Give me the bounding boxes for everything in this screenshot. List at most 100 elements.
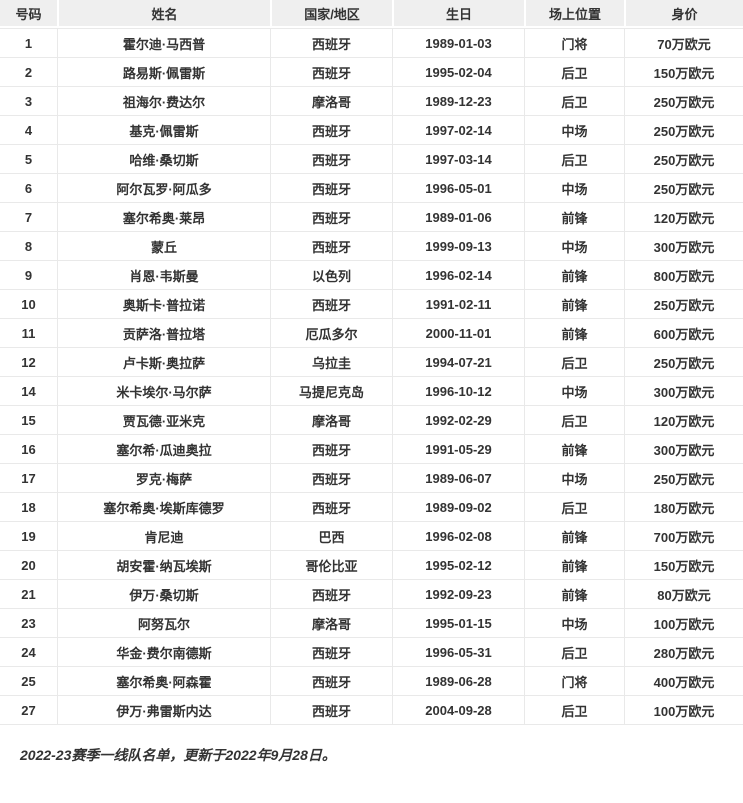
cell-value: 100万欧元 (624, 608, 743, 637)
cell-name: 基克·佩雷斯 (57, 115, 270, 144)
cell-name: 蒙丘 (57, 231, 270, 260)
cell-country: 摩洛哥 (270, 405, 392, 434)
table-row: 9 肖恩·韦斯曼 以色列 1996-02-14 前锋 800万欧元 (0, 260, 743, 289)
cell-position: 前锋 (524, 579, 624, 608)
cell-value: 600万欧元 (624, 318, 743, 347)
cell-birthday: 1999-09-13 (392, 231, 524, 260)
cell-number: 4 (0, 115, 57, 144)
cell-name: 贡萨洛·普拉塔 (57, 318, 270, 347)
cell-position: 后卫 (524, 637, 624, 666)
cell-birthday: 1995-02-12 (392, 550, 524, 579)
cell-position: 后卫 (524, 57, 624, 86)
cell-position: 后卫 (524, 144, 624, 173)
table-row: 8 蒙丘 西班牙 1999-09-13 中场 300万欧元 (0, 231, 743, 260)
table-row: 1 霍尔迪·马西普 西班牙 1989-01-03 门将 70万欧元 (0, 28, 743, 57)
cell-value: 250万欧元 (624, 86, 743, 115)
cell-name: 霍尔迪·马西普 (57, 28, 270, 57)
cell-value: 700万欧元 (624, 521, 743, 550)
cell-position: 后卫 (524, 86, 624, 115)
table-row: 15 贾瓦德·亚米克 摩洛哥 1992-02-29 后卫 120万欧元 (0, 405, 743, 434)
cell-country: 马提尼克岛 (270, 376, 392, 405)
cell-number: 6 (0, 173, 57, 202)
cell-birthday: 1992-09-23 (392, 579, 524, 608)
cell-number: 10 (0, 289, 57, 318)
table-row: 5 哈维·桑切斯 西班牙 1997-03-14 后卫 250万欧元 (0, 144, 743, 173)
cell-position: 前锋 (524, 260, 624, 289)
table-row: 16 塞尔希·瓜迪奥拉 西班牙 1991-05-29 前锋 300万欧元 (0, 434, 743, 463)
cell-country: 西班牙 (270, 173, 392, 202)
cell-birthday: 1997-02-14 (392, 115, 524, 144)
cell-name: 塞尔希奥·埃斯库德罗 (57, 492, 270, 521)
cell-name: 塞尔希奥·莱昂 (57, 202, 270, 231)
cell-number: 20 (0, 550, 57, 579)
cell-number: 24 (0, 637, 57, 666)
cell-birthday: 2004-09-28 (392, 695, 524, 725)
cell-birthday: 1996-02-08 (392, 521, 524, 550)
cell-number: 18 (0, 492, 57, 521)
header-name: 姓名 (57, 0, 270, 28)
cell-number: 11 (0, 318, 57, 347)
cell-value: 300万欧元 (624, 231, 743, 260)
cell-position: 门将 (524, 666, 624, 695)
cell-name: 哈维·桑切斯 (57, 144, 270, 173)
cell-value: 180万欧元 (624, 492, 743, 521)
cell-number: 3 (0, 86, 57, 115)
cell-birthday: 1991-05-29 (392, 434, 524, 463)
table-row: 21 伊万·桑切斯 西班牙 1992-09-23 前锋 80万欧元 (0, 579, 743, 608)
cell-country: 西班牙 (270, 289, 392, 318)
cell-position: 后卫 (524, 405, 624, 434)
cell-birthday: 1997-03-14 (392, 144, 524, 173)
header-country: 国家/地区 (270, 0, 392, 28)
cell-name: 卢卡斯·奥拉萨 (57, 347, 270, 376)
cell-number: 16 (0, 434, 57, 463)
cell-country: 巴西 (270, 521, 392, 550)
cell-value: 800万欧元 (624, 260, 743, 289)
cell-name: 伊万·弗雷斯内达 (57, 695, 270, 725)
cell-name: 祖海尔·费达尔 (57, 86, 270, 115)
cell-value: 120万欧元 (624, 405, 743, 434)
cell-birthday: 1995-01-15 (392, 608, 524, 637)
cell-country: 西班牙 (270, 666, 392, 695)
cell-position: 中场 (524, 608, 624, 637)
cell-value: 400万欧元 (624, 666, 743, 695)
table-row: 6 阿尔瓦罗·阿瓜多 西班牙 1996-05-01 中场 250万欧元 (0, 173, 743, 202)
table-row: 14 米卡埃尔·马尔萨 马提尼克岛 1996-10-12 中场 300万欧元 (0, 376, 743, 405)
table-row: 18 塞尔希奥·埃斯库德罗 西班牙 1989-09-02 后卫 180万欧元 (0, 492, 743, 521)
cell-birthday: 1996-10-12 (392, 376, 524, 405)
table-row: 25 塞尔希奥·阿森霍 西班牙 1989-06-28 门将 400万欧元 (0, 666, 743, 695)
cell-country: 西班牙 (270, 231, 392, 260)
cell-name: 阿尔瓦罗·阿瓜多 (57, 173, 270, 202)
cell-birthday: 1989-06-07 (392, 463, 524, 492)
cell-value: 70万欧元 (624, 28, 743, 57)
cell-position: 前锋 (524, 202, 624, 231)
cell-name: 奥斯卡·普拉诺 (57, 289, 270, 318)
cell-name: 路易斯·佩雷斯 (57, 57, 270, 86)
cell-name: 肖恩·韦斯曼 (57, 260, 270, 289)
cell-name: 肯尼迪 (57, 521, 270, 550)
cell-position: 前锋 (524, 289, 624, 318)
cell-birthday: 1989-01-06 (392, 202, 524, 231)
cell-country: 西班牙 (270, 695, 392, 725)
cell-number: 25 (0, 666, 57, 695)
cell-position: 中场 (524, 115, 624, 144)
cell-number: 21 (0, 579, 57, 608)
cell-country: 西班牙 (270, 57, 392, 86)
cell-name: 塞尔希奥·阿森霍 (57, 666, 270, 695)
cell-name: 伊万·桑切斯 (57, 579, 270, 608)
cell-number: 17 (0, 463, 57, 492)
cell-value: 300万欧元 (624, 376, 743, 405)
cell-position: 后卫 (524, 492, 624, 521)
cell-name: 米卡埃尔·马尔萨 (57, 376, 270, 405)
cell-birthday: 1996-05-01 (392, 173, 524, 202)
cell-value: 150万欧元 (624, 57, 743, 86)
table-row: 19 肯尼迪 巴西 1996-02-08 前锋 700万欧元 (0, 521, 743, 550)
cell-birthday: 1996-02-14 (392, 260, 524, 289)
cell-value: 300万欧元 (624, 434, 743, 463)
table-header-row: 号码 姓名 国家/地区 生日 场上位置 身价 (0, 0, 743, 28)
cell-position: 门将 (524, 28, 624, 57)
cell-number: 5 (0, 144, 57, 173)
cell-value: 250万欧元 (624, 173, 743, 202)
cell-position: 中场 (524, 463, 624, 492)
cell-value: 120万欧元 (624, 202, 743, 231)
cell-birthday: 1994-07-21 (392, 347, 524, 376)
